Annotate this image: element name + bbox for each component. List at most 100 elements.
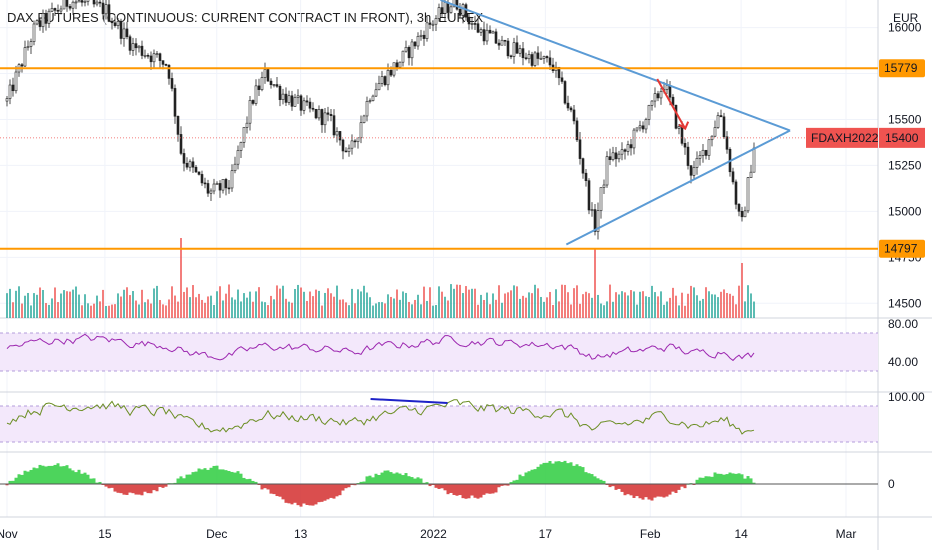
volume-bar xyxy=(228,284,230,318)
candle-body xyxy=(47,10,51,24)
histogram-bar xyxy=(317,484,321,503)
histogram-bar xyxy=(185,474,189,484)
volume-bar xyxy=(546,297,548,318)
candle-body xyxy=(65,0,69,7)
candle-body xyxy=(194,166,198,173)
candle-body xyxy=(170,78,174,89)
candle-body xyxy=(257,85,261,90)
volume-bar xyxy=(618,294,620,318)
histogram-bar xyxy=(641,484,645,500)
volume-bar xyxy=(120,296,122,318)
histogram-bar xyxy=(62,466,66,484)
volume-bar xyxy=(531,293,533,318)
candle-body xyxy=(344,150,348,153)
histogram-bar xyxy=(479,484,483,498)
histogram-bar xyxy=(455,484,459,496)
candle-body xyxy=(422,34,426,39)
volume-bar xyxy=(369,297,371,318)
candle-body xyxy=(536,52,540,59)
histogram-bar xyxy=(197,468,201,484)
price-tick-label: 14500 xyxy=(888,296,922,310)
volume-bar xyxy=(585,291,587,318)
symbol-tag xyxy=(806,127,878,148)
histogram-bar xyxy=(533,469,537,484)
volume-bar xyxy=(210,295,212,318)
histogram-bar xyxy=(218,469,222,484)
candle-body xyxy=(368,100,372,102)
histogram-bar xyxy=(8,480,12,484)
candle-body xyxy=(83,0,87,3)
volume-bar xyxy=(264,302,266,318)
candle-body xyxy=(335,131,339,136)
volume-bar xyxy=(57,302,59,318)
volume-bar xyxy=(6,293,8,318)
volume-bar xyxy=(138,304,140,318)
volume-bar xyxy=(189,297,191,318)
histogram-bar xyxy=(629,484,633,496)
x-tick-label: 14 xyxy=(734,527,748,541)
level-tag-label: 14797 xyxy=(884,242,918,256)
volume-bar xyxy=(612,301,614,318)
histogram-bar xyxy=(164,484,168,487)
volume-bar xyxy=(381,302,383,318)
candle-body xyxy=(614,152,618,160)
histogram-bar xyxy=(398,473,402,484)
histogram-bar xyxy=(716,473,720,484)
candle-body xyxy=(674,104,678,129)
histogram-bar xyxy=(161,484,165,488)
histogram-bar xyxy=(515,479,519,484)
candle-body xyxy=(386,70,390,86)
histogram-bar xyxy=(38,464,42,484)
histogram-bar xyxy=(584,472,588,484)
candle-body xyxy=(455,0,459,10)
candle-body xyxy=(107,4,111,22)
currency-label: EUR xyxy=(893,11,919,25)
histogram-bar xyxy=(104,484,108,487)
candle-body xyxy=(626,144,630,152)
candle-body xyxy=(131,43,135,51)
histogram-bar xyxy=(95,482,99,484)
candle-body xyxy=(59,8,63,12)
candle-body xyxy=(686,146,690,166)
candle-body xyxy=(746,177,750,212)
histogram-bar xyxy=(53,464,57,484)
histogram-bar xyxy=(14,477,18,484)
candle-body xyxy=(377,83,381,91)
volume-bar xyxy=(21,303,23,318)
histogram-bar xyxy=(212,465,216,484)
candle-body xyxy=(566,102,570,109)
candle-body xyxy=(584,172,588,182)
volume-bar xyxy=(336,285,338,318)
histogram-bar xyxy=(521,476,525,484)
candle-body xyxy=(629,144,633,149)
volume-bar xyxy=(627,295,629,318)
histogram-bar xyxy=(74,472,78,484)
histogram-bar xyxy=(620,484,624,492)
histogram-bar xyxy=(86,474,90,484)
volume-bar xyxy=(285,298,287,318)
volume-bar xyxy=(9,288,11,318)
candle-body xyxy=(698,155,702,159)
volume-bar xyxy=(99,301,101,318)
candle-body xyxy=(707,139,711,156)
candle-body xyxy=(176,115,180,135)
candle-body xyxy=(623,149,627,152)
volume-bar xyxy=(360,291,362,318)
histogram-bar xyxy=(107,484,111,489)
volume-bar xyxy=(258,287,260,318)
candle-body xyxy=(395,62,399,68)
candle-body xyxy=(440,7,444,14)
volume-bar xyxy=(432,305,434,318)
candle-body xyxy=(680,126,684,144)
divergence-line xyxy=(370,398,448,404)
histogram-bar xyxy=(278,484,282,497)
histogram-bar xyxy=(554,461,558,484)
volume-bar xyxy=(444,296,446,318)
histogram-bar xyxy=(632,484,636,498)
x-tick-label: 2022 xyxy=(420,527,447,541)
histogram-bar xyxy=(119,484,123,494)
histogram-bar xyxy=(503,484,507,486)
histogram-bar xyxy=(461,484,465,499)
histogram-bar xyxy=(92,478,96,484)
